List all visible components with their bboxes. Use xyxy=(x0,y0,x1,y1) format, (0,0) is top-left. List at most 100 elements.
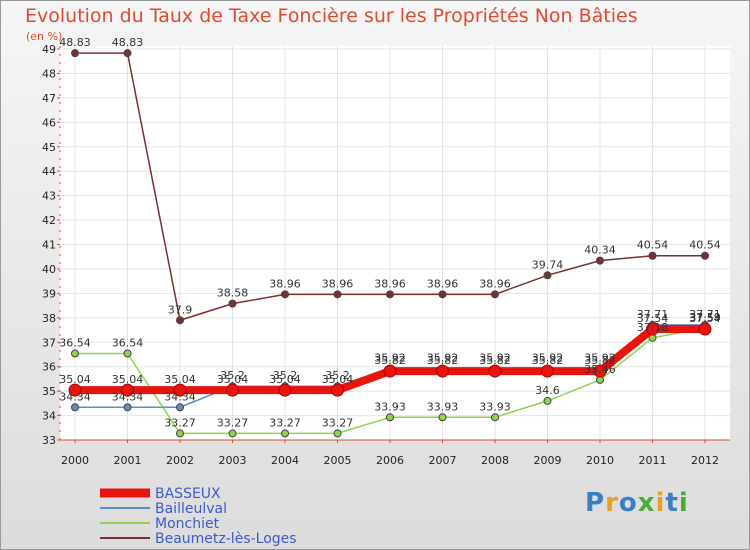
data-point xyxy=(123,349,132,358)
x-tick-label: 2009 xyxy=(534,454,562,467)
data-label: 34.34 xyxy=(164,390,196,403)
data-label: 33.93 xyxy=(427,400,459,413)
legend-label: Beaumetz-lès-Loges xyxy=(155,531,297,547)
data-label: 37.54 xyxy=(637,312,669,325)
x-tick-label: 2007 xyxy=(429,454,457,467)
data-point xyxy=(386,290,394,299)
data-label: 37.9 xyxy=(168,303,193,316)
data-label: 35.92 xyxy=(479,352,511,365)
data-point xyxy=(281,429,289,438)
y-tick-label: 37 xyxy=(42,336,56,349)
y-axis-unit-label: (en %) xyxy=(26,30,63,43)
legend: BASSEUXBailleulvalMonchietBeaumetz-lès-L… xyxy=(100,486,297,547)
data-label: 35.2 xyxy=(273,369,298,382)
x-tick-label: 2000 xyxy=(61,454,89,467)
proxiti-logo: Proxiti xyxy=(585,488,689,518)
data-label: 34.34 xyxy=(59,390,91,403)
data-point xyxy=(71,49,79,58)
data-point xyxy=(176,316,184,325)
series-beaumetz-l-s-loges xyxy=(71,49,709,325)
data-label: 33.93 xyxy=(479,400,511,413)
y-tick-label: 43 xyxy=(42,190,56,203)
data-label: 36.54 xyxy=(112,336,144,349)
data-point xyxy=(176,429,184,438)
data-label: 37.18 xyxy=(637,321,669,334)
data-label: 34.6 xyxy=(535,384,560,397)
data-point xyxy=(386,413,394,422)
y-tick-label: 46 xyxy=(42,116,56,129)
x-tick-label: 2006 xyxy=(376,454,404,467)
data-point xyxy=(228,429,237,438)
data-label: 37.54 xyxy=(689,312,721,325)
data-point xyxy=(281,290,289,299)
x-tick-label: 2012 xyxy=(691,454,719,467)
x-tick-label: 2003 xyxy=(219,454,247,467)
data-label: 33.27 xyxy=(217,416,249,429)
data-point xyxy=(71,403,79,412)
legend-label: Bailleulval xyxy=(155,501,227,517)
data-label: 38.96 xyxy=(427,277,459,290)
data-point xyxy=(438,413,447,422)
x-tick-label: 2002 xyxy=(166,454,194,467)
x-tick-label: 2005 xyxy=(324,454,352,467)
y-tick-label: 47 xyxy=(42,92,56,105)
legend-label: Monchiet xyxy=(155,516,220,532)
y-tick-label: 33 xyxy=(42,434,56,447)
data-label: 38.96 xyxy=(374,277,406,290)
data-label: 35.46 xyxy=(584,363,616,376)
legend-label: BASSEUX xyxy=(155,486,221,502)
y-tick-label: 38 xyxy=(42,312,56,325)
y-tick-label: 39 xyxy=(42,287,56,300)
data-point xyxy=(438,290,447,299)
data-point xyxy=(701,251,709,260)
x-tick-label: 2008 xyxy=(481,454,509,467)
data-label: 48.83 xyxy=(112,36,144,49)
grid-lines xyxy=(60,46,730,441)
x-tick-label: 2010 xyxy=(586,454,614,467)
logo-letter: t xyxy=(665,488,679,518)
data-label: 39.74 xyxy=(532,258,564,271)
plot-area xyxy=(60,46,730,440)
data-label: 38.96 xyxy=(322,277,354,290)
data-label: 37.71 xyxy=(637,308,669,321)
data-point xyxy=(593,364,607,378)
data-label: 37.59 xyxy=(689,311,721,324)
y-tick-label: 49 xyxy=(42,43,56,56)
data-label: 34.34 xyxy=(112,390,144,403)
data-point xyxy=(541,364,554,378)
y-tick-label: 45 xyxy=(42,141,56,154)
data-point xyxy=(226,383,239,397)
logo-letter: r xyxy=(605,488,619,518)
data-point xyxy=(436,364,449,378)
data-label: 35.82 xyxy=(479,354,511,367)
data-label: 35.04 xyxy=(269,373,301,386)
data-label: 35.04 xyxy=(59,373,91,386)
data-label: 35.04 xyxy=(164,373,196,386)
logo-letter: o xyxy=(618,488,638,518)
data-point xyxy=(383,364,397,378)
data-label: 35.04 xyxy=(217,373,249,386)
logo-letter: x xyxy=(637,488,656,518)
data-point xyxy=(543,271,552,280)
data-point xyxy=(333,429,342,438)
data-label: 35.82 xyxy=(427,354,459,367)
y-tick-label: 34 xyxy=(42,410,56,423)
axes: 33 34 35 36 37 38 39 40 41 42 43 44 45 46 47 48 49 2000 20… xyxy=(42,43,730,467)
y-tick-label: 40 xyxy=(42,263,56,276)
data-label: 40.54 xyxy=(637,239,669,252)
data-point xyxy=(176,403,184,412)
data-point xyxy=(333,290,342,299)
x-tick-label: 2011 xyxy=(639,454,667,467)
data-label: 35.04 xyxy=(322,373,354,386)
data-label: 33.93 xyxy=(374,400,406,413)
data-point xyxy=(596,256,604,265)
data-label: 35.92 xyxy=(374,352,406,365)
data-labels-layer: 35.04 35.04 35.04 35.04 35.04 35.04 35.82 35.82… xyxy=(59,36,721,429)
data-point xyxy=(698,322,712,336)
data-label: 38.96 xyxy=(269,277,301,290)
y-tick-label: 41 xyxy=(42,239,56,252)
data-point xyxy=(648,251,657,260)
data-point xyxy=(491,413,499,422)
data-label: 38.96 xyxy=(479,277,511,290)
